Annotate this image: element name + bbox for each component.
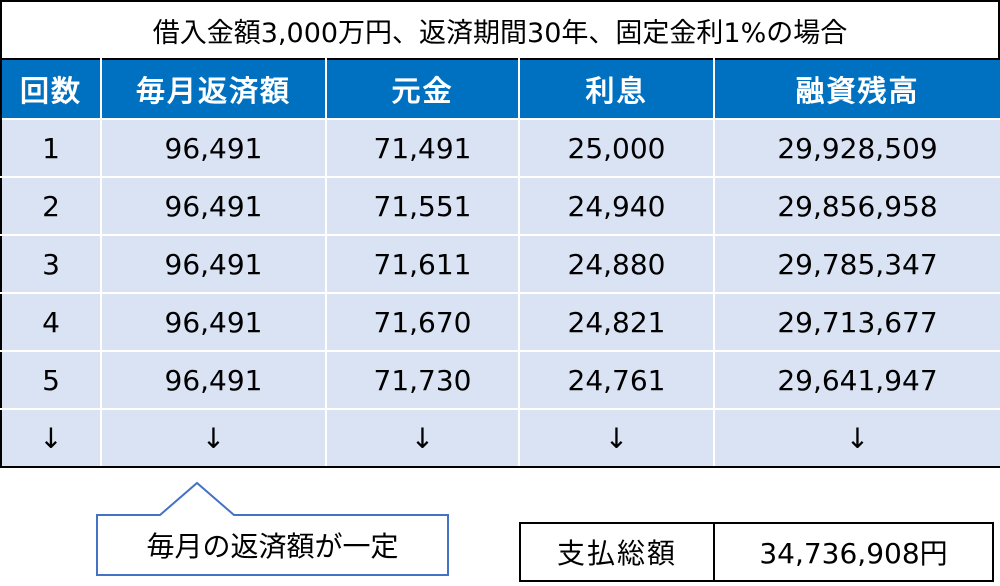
table-cell: 71,611 xyxy=(325,234,520,294)
table-title: 借入金額3,000万円、返済期間30年、固定金利1%の場合 xyxy=(0,0,1000,58)
column-header: 回数 xyxy=(0,59,101,119)
table-cell: 29,785,347 xyxy=(713,234,1000,294)
callout-box xyxy=(96,481,449,576)
table-cell: 71,730 xyxy=(325,350,520,410)
table-row: 3 96,491 71,611 24,880 29,785,347 xyxy=(0,234,1000,294)
callout-text: 毎月の返済額が一定 xyxy=(146,530,399,563)
table-cell: 71,670 xyxy=(325,292,520,352)
table-cell: 96,491 xyxy=(100,234,327,294)
table-cell: 4 xyxy=(0,292,102,352)
table-cell: 29,641,947 xyxy=(713,350,1000,410)
header-row: 回数 毎月返済額 元金 利息 融資残高 xyxy=(0,59,1000,119)
column-header: 融資残高 xyxy=(713,59,1000,119)
table-body: 1 96,491 71,491 25,000 29,928,509 2 96,491 71,5… xyxy=(0,118,1000,468)
schedule-table: 回数 毎月返済額 元金 利息 融資残高 1 96,491 71,491 25,000 29,92… xyxy=(0,58,1000,468)
column-header: 元金 xyxy=(325,59,519,119)
table-cell: 96,491 xyxy=(100,292,327,352)
table-row: 1 96,491 71,491 25,000 29,928,509 xyxy=(0,118,1000,178)
table-cell: 71,551 xyxy=(325,176,520,236)
table-cell: 29,928,509 xyxy=(713,118,1000,178)
table-row: 4 96,491 71,670 24,821 29,713,677 xyxy=(0,292,1000,352)
column-header: 利息 xyxy=(518,59,714,119)
table-cell: ↓ xyxy=(713,408,1000,468)
table-cell: 1 xyxy=(0,118,102,178)
table-cell: 96,491 xyxy=(100,176,327,236)
table-cell: 24,821 xyxy=(518,292,715,352)
table-cell: 25,000 xyxy=(518,118,715,178)
table-cell: 24,761 xyxy=(518,350,715,410)
table-cell: 24,880 xyxy=(518,234,715,294)
column-header: 毎月返済額 xyxy=(100,59,326,119)
table-cell: 96,491 xyxy=(100,350,327,410)
table-cell: 5 xyxy=(0,350,102,410)
table-row: 2 96,491 71,551 24,940 29,856,958 xyxy=(0,176,1000,236)
table-cell: 96,491 xyxy=(100,118,327,178)
total-value: 34,736,908円 xyxy=(759,537,948,570)
table-cell: 24,940 xyxy=(518,176,715,236)
table-cell: ↓ xyxy=(0,408,102,468)
table-cell: ↓ xyxy=(518,408,715,468)
table-cell: 2 xyxy=(0,176,102,236)
table-cell: 29,856,958 xyxy=(713,176,1000,236)
table-cell: ↓ xyxy=(325,408,520,468)
table-cell: 71,491 xyxy=(325,118,520,178)
table-row: ↓ ↓ ↓ ↓ ↓ xyxy=(0,408,1000,468)
total-label: 支払総額 xyxy=(521,524,715,580)
table-cell: ↓ xyxy=(100,408,327,468)
total-box: 支払総額 34,736,908円 xyxy=(519,522,994,582)
table-row: 5 96,491 71,730 24,761 29,641,947 xyxy=(0,350,1000,410)
table-cell: 29,713,677 xyxy=(713,292,1000,352)
table-cell: 3 xyxy=(0,234,102,294)
